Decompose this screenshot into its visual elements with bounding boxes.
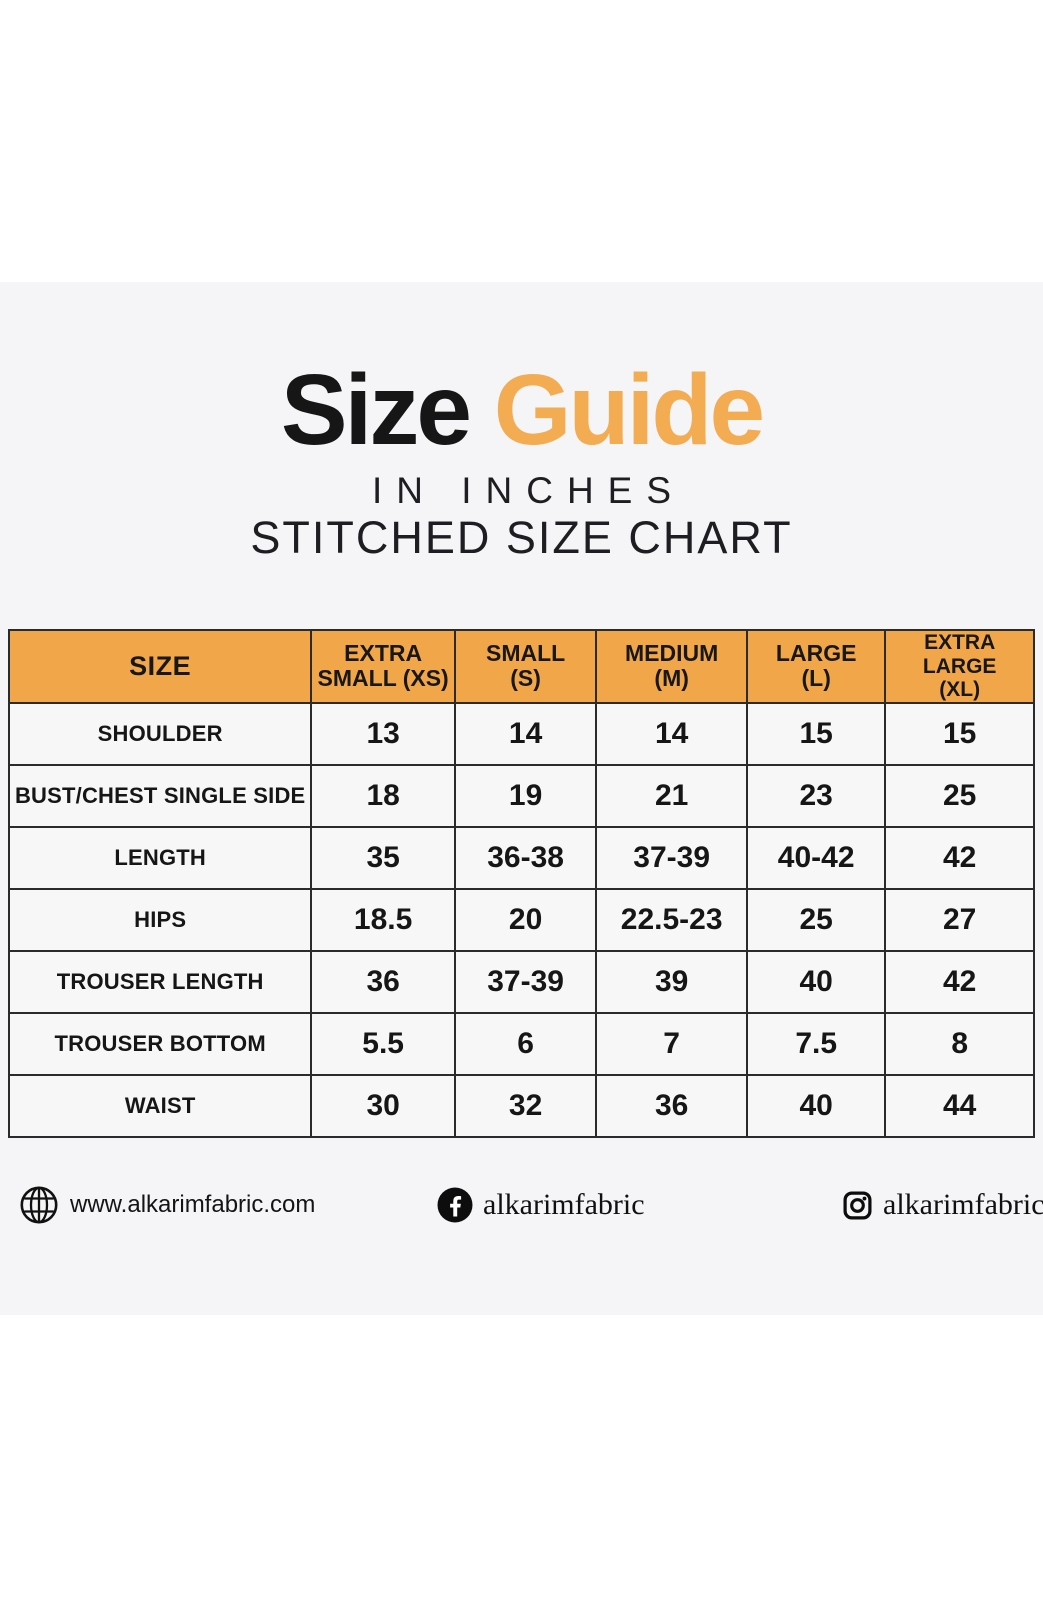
facebook-icon	[437, 1187, 473, 1223]
instagram-link[interactable]: alkarimfabrics	[842, 1183, 1043, 1227]
subtitle-stitched-size-chart: STITCHED SIZE CHART	[250, 512, 793, 563]
cell-value: 19	[453, 763, 598, 828]
cell-value: 37-39	[595, 825, 748, 890]
title-word-guide: Guide	[493, 354, 765, 466]
table-row-shoulder: SHOULDER 13 14 14 15 15	[7, 701, 1035, 766]
column-header-small: SMALL (S)	[453, 629, 598, 704]
table-row-trouser-length: TROUSER LENGTH 36 37-39 39 40 42	[7, 949, 1035, 1014]
cell-value: 42	[884, 949, 1035, 1014]
subtitle-in-inches: IN INCHES	[371, 470, 686, 511]
cell-value: 20	[453, 887, 598, 952]
content-panel: Size Guide IN INCHES STITCHED SIZE CHART…	[0, 282, 1043, 1315]
row-label: BUST/CHEST SINGLE SIDE	[7, 763, 313, 828]
cell-value: 6	[453, 1011, 598, 1076]
size-table: SIZE EXTRA SMALL (XS) SMALL (S) MEDIUM (M) …	[7, 629, 1035, 1138]
cell-value: 36	[595, 1073, 748, 1138]
cell-value: 23	[745, 763, 887, 828]
cell-value: 40-42	[745, 825, 887, 890]
globe-icon	[20, 1186, 58, 1224]
cell-value: 14	[595, 701, 748, 766]
website-link[interactable]: www.alkarimfabric.com	[18, 1183, 315, 1227]
cell-value: 7	[595, 1011, 748, 1076]
cell-value: 13	[310, 701, 456, 766]
cell-value: 27	[884, 887, 1035, 952]
column-header-medium: MEDIUM (M)	[595, 629, 748, 704]
table-row-trouser-bottom: TROUSER BOTTOM 5.5 6 7 7.5 8	[7, 1011, 1035, 1076]
table-row-hips: HIPS 18.5 20 22.5-23 25 27	[7, 887, 1035, 952]
table-row-waist: WAIST 30 32 36 40 44	[7, 1073, 1035, 1138]
column-header-extra-small: EXTRA SMALL (XS)	[310, 629, 456, 704]
cell-value: 14	[453, 701, 598, 766]
cell-value: 22.5-23	[595, 887, 748, 952]
cell-value: 25	[884, 763, 1035, 828]
cell-value: 40	[745, 1073, 887, 1138]
table-row-length: LENGTH 35 36-38 37-39 40-42 42	[7, 825, 1035, 890]
page-title: Size Guide	[0, 360, 1043, 460]
cell-value: 30	[310, 1073, 456, 1138]
website-url: www.alkarimfabric.com	[70, 1191, 316, 1218]
footer: www.alkarimfabric.com alkarimfabric alka…	[0, 1183, 1043, 1227]
cell-value: 39	[595, 949, 748, 1014]
row-label: TROUSER LENGTH	[7, 949, 313, 1014]
instagram-handle: alkarimfabrics	[883, 1188, 1043, 1221]
row-label: HIPS	[7, 887, 313, 952]
column-header-large: LARGE (L)	[745, 629, 887, 704]
cell-value: 42	[884, 825, 1035, 890]
row-label: WAIST	[7, 1073, 313, 1138]
facebook-handle: alkarimfabric	[483, 1188, 645, 1221]
instagram-icon	[843, 1190, 872, 1220]
cell-value: 15	[884, 701, 1035, 766]
row-label: SHOULDER	[7, 701, 313, 766]
column-header-extra-large: EXTRA LARGE (XL)	[884, 629, 1035, 704]
cell-value: 36	[310, 949, 456, 1014]
cell-value: 35	[310, 825, 456, 890]
cell-value: 36-38	[453, 825, 598, 890]
cell-value: 32	[453, 1073, 598, 1138]
cell-value: 5.5	[310, 1011, 456, 1076]
title-word-size: Size	[280, 354, 472, 466]
cell-value: 18	[310, 763, 456, 828]
cell-value: 25	[745, 887, 887, 952]
cell-value: 18.5	[310, 887, 456, 952]
cell-value: 37-39	[453, 949, 598, 1014]
cell-value: 21	[595, 763, 748, 828]
cell-value: 40	[745, 949, 887, 1014]
table-header-row: SIZE EXTRA SMALL (XS) SMALL (S) MEDIUM (M) …	[7, 629, 1035, 704]
row-label: TROUSER BOTTOM	[7, 1011, 313, 1076]
cell-value: 8	[884, 1011, 1035, 1076]
cell-value: 44	[884, 1073, 1035, 1138]
row-label: LENGTH	[7, 825, 313, 890]
facebook-link[interactable]: alkarimfabric	[437, 1183, 645, 1227]
table-row-bust-chest: BUST/CHEST SINGLE SIDE 18 19 21 23 25	[7, 763, 1035, 828]
column-header-size: SIZE	[7, 629, 313, 704]
cell-value: 7.5	[745, 1011, 887, 1076]
cell-value: 15	[745, 701, 887, 766]
